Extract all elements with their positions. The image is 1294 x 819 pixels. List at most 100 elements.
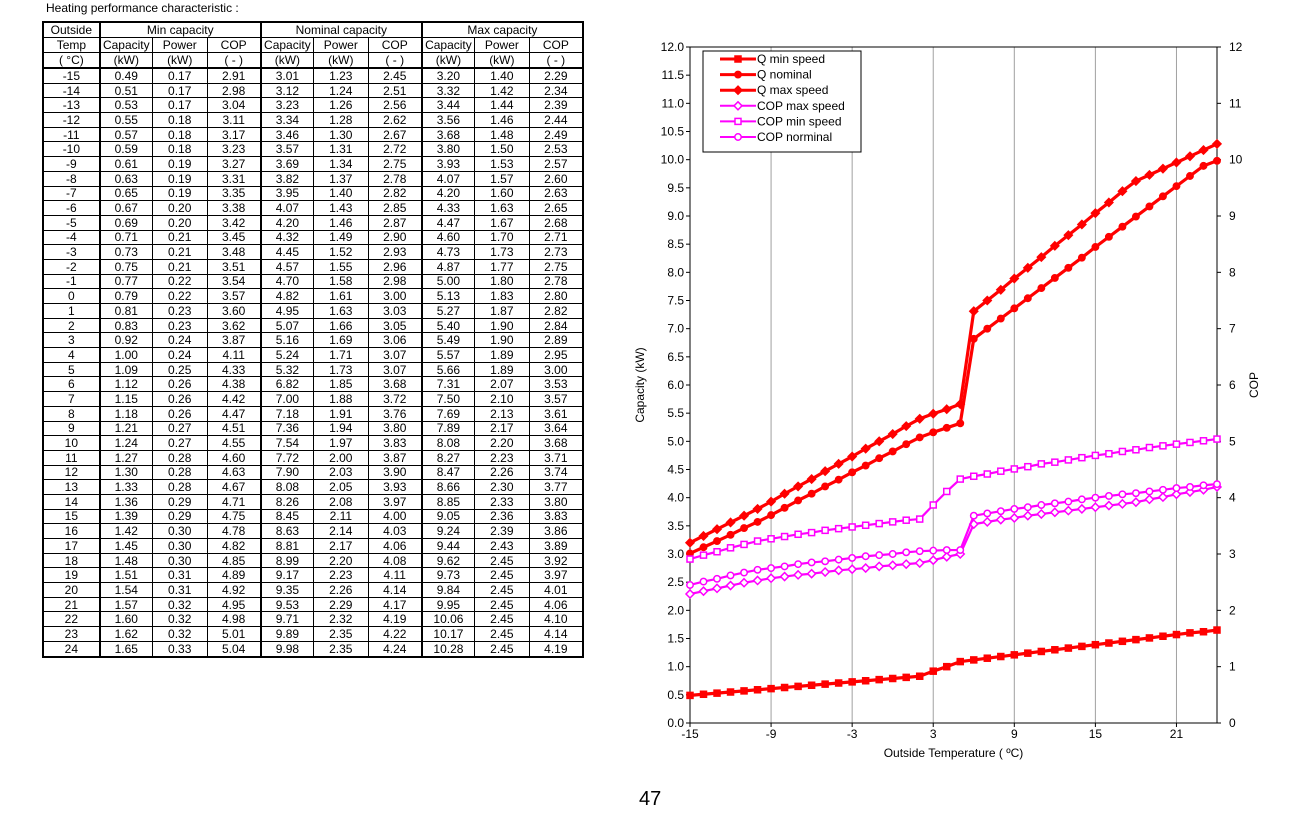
table-row: 18 1.48 0.30 4.85 8.99 2.20 4.08 9.62 2.45 3.92 — [42, 552, 584, 569]
value-cell: 0.19 — [151, 156, 208, 172]
value-cell: 4.45 — [259, 244, 314, 260]
y-tick-label: 10.0 — [661, 153, 685, 167]
value-cell: 1.52 — [312, 244, 369, 260]
data-point — [1051, 458, 1059, 466]
data-point — [740, 524, 749, 533]
data-point — [983, 324, 992, 333]
data-point — [1118, 490, 1127, 499]
temp-cell: 17 — [42, 538, 101, 554]
value-cell: 3.87 — [206, 332, 262, 349]
value-cell: 3.00 — [528, 361, 584, 378]
unit-cell: (kW) — [151, 52, 208, 69]
value-cell: 4.32 — [259, 229, 314, 246]
value-cell: 3.35 — [206, 185, 262, 202]
value-cell: 3.71 — [528, 449, 584, 466]
data-point — [767, 564, 776, 573]
legend-label: COP min speed — [757, 114, 842, 128]
value-cell: 2.07 — [474, 376, 530, 393]
y2-tick-label: 9 — [1229, 209, 1236, 223]
y2-tick-label: 0 — [1229, 716, 1236, 730]
value-cell: 3.11 — [206, 112, 262, 128]
data-point — [914, 557, 925, 569]
value-cell: 7.50 — [420, 391, 476, 407]
series-line — [689, 437, 1218, 561]
temp-cell: -10 — [42, 141, 101, 158]
value-cell: 4.06 — [528, 596, 584, 613]
data-point — [1213, 626, 1221, 634]
value-cell: 2.91 — [206, 67, 262, 84]
value-cell: 4.82 — [259, 288, 314, 304]
temp-cell: 9 — [42, 420, 101, 437]
data-point — [738, 510, 750, 521]
value-cell: 9.84 — [420, 582, 476, 598]
value-cell: 1.31 — [312, 141, 369, 158]
value-cell: 2.14 — [312, 523, 369, 539]
data-point — [1091, 451, 1100, 460]
table-row: 24 1.65 0.33 5.04 9.98 2.35 4.24 10.28 2.45 4.19 — [42, 640, 584, 658]
temp-cell: -15 — [42, 67, 101, 84]
value-cell: 0.30 — [151, 538, 208, 554]
unit-cell: ( - ) — [206, 52, 262, 69]
value-cell: 2.65 — [528, 200, 584, 216]
series-q-max-speed — [684, 138, 1223, 548]
value-cell: 7.18 — [259, 405, 314, 422]
header-cell: Power — [474, 37, 530, 53]
value-cell: 1.94 — [312, 420, 369, 437]
value-cell: 0.23 — [151, 303, 208, 319]
value-cell: 4.19 — [528, 640, 584, 658]
value-cell: 2.39 — [528, 97, 584, 114]
value-cell: 5.27 — [420, 303, 476, 319]
header-cell: COP — [528, 37, 584, 53]
value-cell: 1.69 — [312, 332, 369, 349]
value-cell: 4.47 — [420, 214, 476, 231]
value-cell: 1.90 — [474, 332, 530, 349]
value-cell: 2.63 — [528, 185, 584, 202]
data-point — [821, 557, 830, 566]
data-point — [732, 100, 744, 111]
data-point — [780, 503, 789, 512]
y-tick-label: 5.5 — [667, 406, 684, 420]
value-cell: 0.31 — [151, 567, 208, 584]
data-point — [983, 654, 992, 662]
data-point — [1130, 497, 1141, 508]
value-cell: 1.65 — [98, 640, 153, 658]
value-cell: 2.29 — [312, 596, 369, 613]
value-cell: 3.60 — [206, 303, 262, 319]
value-cell: 0.59 — [98, 141, 153, 158]
value-cell: 1.21 — [98, 420, 153, 437]
data-point — [970, 472, 978, 481]
table-row: 14 1.36 0.29 4.71 8.26 2.08 3.97 8.85 2.33 3.80 — [42, 493, 584, 510]
value-cell: 4.14 — [528, 626, 584, 642]
data-point — [1186, 483, 1194, 491]
value-cell: 3.38 — [206, 200, 262, 216]
value-cell: 2.26 — [312, 582, 369, 598]
data-point — [929, 546, 938, 555]
value-cell: 3.48 — [206, 244, 262, 260]
data-point — [699, 577, 708, 586]
value-cell: 0.32 — [151, 626, 208, 642]
value-cell: 0.65 — [98, 185, 153, 202]
data-point — [982, 516, 993, 527]
data-point — [861, 461, 870, 470]
value-cell: 3.72 — [367, 391, 423, 407]
value-cell: 9.95 — [420, 596, 476, 613]
value-cell: 3.80 — [528, 493, 584, 510]
data-point — [902, 440, 911, 449]
data-point — [1184, 151, 1196, 162]
data-point — [1037, 460, 1046, 468]
y2-tick-label: 5 — [1229, 434, 1236, 448]
value-cell: 0.29 — [151, 493, 208, 510]
data-point — [995, 284, 1006, 295]
data-point — [1010, 304, 1019, 313]
header-min-capacity: Min capacity — [98, 21, 262, 38]
value-cell: 9.24 — [420, 523, 476, 539]
y-tick-label: 9.5 — [667, 181, 684, 195]
value-cell: 0.92 — [98, 332, 153, 349]
value-cell: 2.23 — [474, 449, 530, 466]
data-point — [915, 547, 924, 556]
table-row: 7 1.15 0.26 4.42 7.00 1.88 3.72 7.50 2.10 3.57 — [42, 391, 584, 407]
temp-cell: 15 — [42, 508, 101, 525]
data-point — [928, 555, 939, 566]
value-cell: 2.85 — [367, 200, 423, 216]
